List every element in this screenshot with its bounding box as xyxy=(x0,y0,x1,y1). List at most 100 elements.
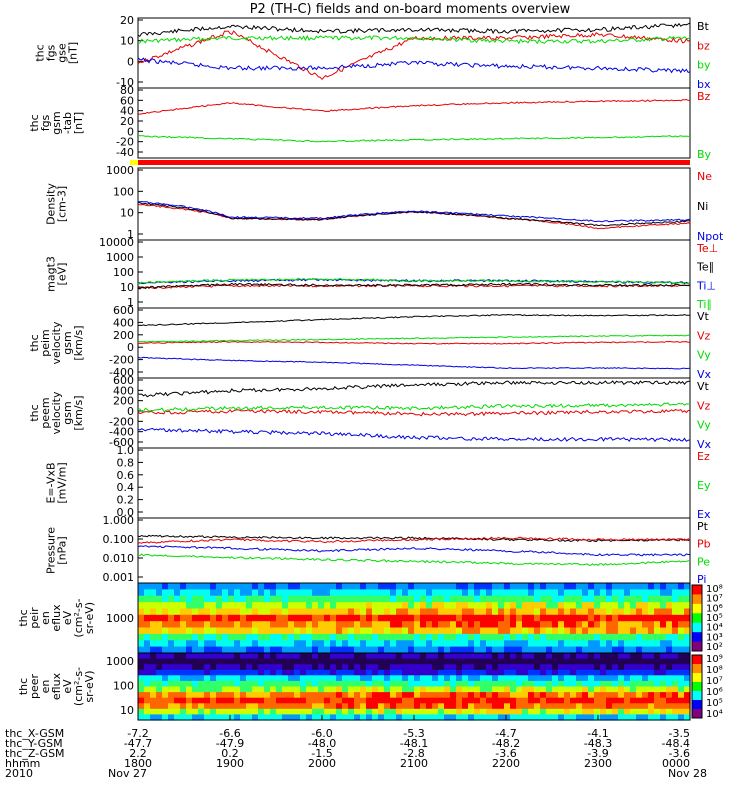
spectrogram-cell xyxy=(678,675,685,682)
spectrogram-cell xyxy=(318,669,325,676)
spectrogram-cell xyxy=(570,602,577,610)
spectrogram-cell xyxy=(534,686,541,693)
spectrogram-cell xyxy=(246,686,253,693)
spectrogram-cell xyxy=(552,589,559,597)
spectrogram-cell xyxy=(414,627,421,635)
x-row-label: 2010 xyxy=(5,767,33,780)
spectrogram-cell xyxy=(168,595,175,603)
x-tick-value: -2.8 xyxy=(403,747,424,760)
spectrogram-cell xyxy=(294,608,301,616)
spectrogram-cell xyxy=(534,602,541,610)
spectrogram-cell xyxy=(486,633,493,641)
spectrogram-cell xyxy=(618,658,625,665)
spectrogram-cell xyxy=(552,621,559,629)
spectrogram-cell xyxy=(360,692,367,699)
spectrogram-cell xyxy=(288,675,295,682)
spectrogram-cell xyxy=(558,658,565,665)
spectrogram-cell xyxy=(534,692,541,699)
spectrogram-cell xyxy=(504,664,511,671)
spectrogram-cell xyxy=(444,608,451,616)
spectrogram-cell xyxy=(564,595,571,603)
spectrogram-cell xyxy=(204,646,211,654)
spectrogram-cell xyxy=(672,686,679,693)
spectrogram-cell xyxy=(432,680,439,688)
spectrogram-cell xyxy=(612,595,619,603)
spectrogram-cell xyxy=(384,664,391,671)
spectrogram-cell xyxy=(288,589,295,597)
spectrogram-cell xyxy=(564,646,571,654)
spectrogram-cell xyxy=(162,627,169,635)
spectrogram-cell xyxy=(588,697,595,704)
spectrogram-cell xyxy=(432,669,439,676)
spectrogram-cell xyxy=(300,583,307,590)
spectrogram-cell xyxy=(378,664,385,671)
spectrogram-cell xyxy=(216,595,223,603)
y-axis-label: en xyxy=(39,611,52,625)
spectrogram-cell xyxy=(516,708,523,715)
spectrogram-cell xyxy=(168,664,175,671)
spectrogram-cell xyxy=(174,614,181,622)
spectrogram-cell xyxy=(240,621,247,629)
series-line-vt xyxy=(137,380,691,398)
spectrogram-cell xyxy=(144,602,151,610)
spectrogram-cell xyxy=(144,621,151,629)
spectrogram-cell xyxy=(336,614,343,622)
spectrogram-cell xyxy=(396,602,403,610)
spectrogram-cell xyxy=(534,658,541,665)
spectrogram-cell xyxy=(156,627,163,635)
spectrogram-cell xyxy=(600,658,607,665)
colorbar-tick-label: 10⁴ xyxy=(706,623,723,634)
spectrogram-cell xyxy=(210,658,217,665)
spectrogram-cell xyxy=(420,583,427,590)
spectrogram-cell xyxy=(306,640,313,648)
spectrogram-cell xyxy=(570,640,577,648)
spectrogram-cell xyxy=(204,697,211,704)
spectrogram-cell xyxy=(528,703,535,710)
spectrogram-cell xyxy=(174,589,181,597)
legend-pb-label: Pb xyxy=(697,538,711,551)
spectrogram-cell xyxy=(168,669,175,676)
spectrogram-cell xyxy=(588,640,595,648)
spectrogram-cell xyxy=(606,583,613,590)
y-tick-label: 1 xyxy=(127,228,134,241)
spectrogram-cell xyxy=(240,703,247,710)
spectrogram-cell xyxy=(540,646,547,654)
spectrogram-cell xyxy=(474,602,481,610)
spectrogram-cell xyxy=(600,669,607,676)
spectrogram-cell xyxy=(162,703,169,710)
y-tick-label: 1000 xyxy=(106,655,134,668)
spectrogram-cell xyxy=(294,640,301,648)
y-tick-label: 0.100 xyxy=(103,533,135,546)
spectrogram-cell xyxy=(528,658,535,665)
spectrogram-cell xyxy=(540,680,547,688)
spectrogram-cell xyxy=(558,664,565,671)
spectrogram-cell xyxy=(312,653,319,660)
spectrogram-cell xyxy=(492,621,499,629)
spectrogram-cell xyxy=(654,614,661,622)
spectrogram-cell xyxy=(666,680,673,688)
spectrogram-cell xyxy=(576,697,583,704)
spectrogram-cell xyxy=(648,589,655,597)
spectrogram-cell xyxy=(234,633,241,641)
spectrogram-cell xyxy=(684,664,691,671)
spectrogram-cell xyxy=(204,680,211,688)
spectrogram-cell xyxy=(594,697,601,704)
spectrogram-cell xyxy=(636,621,643,629)
spectrogram-cell xyxy=(540,608,547,616)
y-axis-label: thc xyxy=(28,114,41,131)
spectrogram-cell xyxy=(192,614,199,622)
spectrogram-cell xyxy=(138,680,145,688)
spectrogram-cell xyxy=(636,680,643,688)
spectrogram-cell xyxy=(312,697,319,704)
spectrogram-cell xyxy=(426,675,433,682)
y-axis-label: eV xyxy=(61,610,74,625)
spectrogram-cell xyxy=(168,602,175,610)
spectrogram-cell xyxy=(486,589,493,597)
spectrogram-cell xyxy=(492,692,499,699)
spectrogram-cell xyxy=(612,708,619,715)
spectrogram-cell xyxy=(414,595,421,603)
spectrogram-cell xyxy=(378,633,385,641)
spectrogram-cell xyxy=(222,686,229,693)
spectrogram-cell xyxy=(474,658,481,665)
spectrogram-cell xyxy=(138,697,145,704)
